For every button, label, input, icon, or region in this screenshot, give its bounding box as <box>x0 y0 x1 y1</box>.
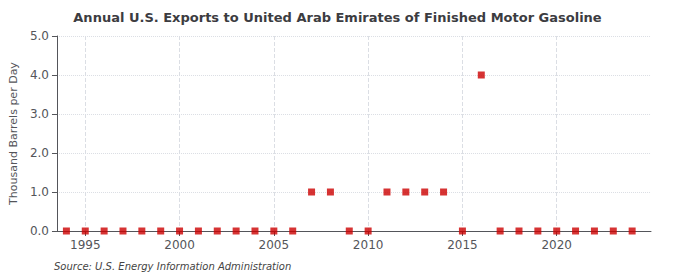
svg-text:1.0: 1.0 <box>30 185 49 199</box>
svg-text:5.0: 5.0 <box>30 29 49 43</box>
svg-text:2020: 2020 <box>541 238 572 252</box>
svg-text:2.0: 2.0 <box>30 146 49 160</box>
svg-text:4.0: 4.0 <box>30 68 49 82</box>
svg-text:1995: 1995 <box>70 238 101 252</box>
svg-text:0.0: 0.0 <box>30 224 49 238</box>
svg-text:2010: 2010 <box>353 238 384 252</box>
svg-text:Thousand Barrels per Day: Thousand Barrels per Day <box>7 62 20 206</box>
svg-text:2005: 2005 <box>259 238 290 252</box>
svg-text:2015: 2015 <box>447 238 478 252</box>
svg-text:2000: 2000 <box>164 238 195 252</box>
svg-text:Source: U.S. Energy Informatio: Source: U.S. Energy Information Administ… <box>54 261 291 272</box>
svg-text:Annual U.S. Exports to United: Annual U.S. Exports to United Arab Emira… <box>73 10 602 25</box>
svg-text:3.0: 3.0 <box>30 107 49 121</box>
